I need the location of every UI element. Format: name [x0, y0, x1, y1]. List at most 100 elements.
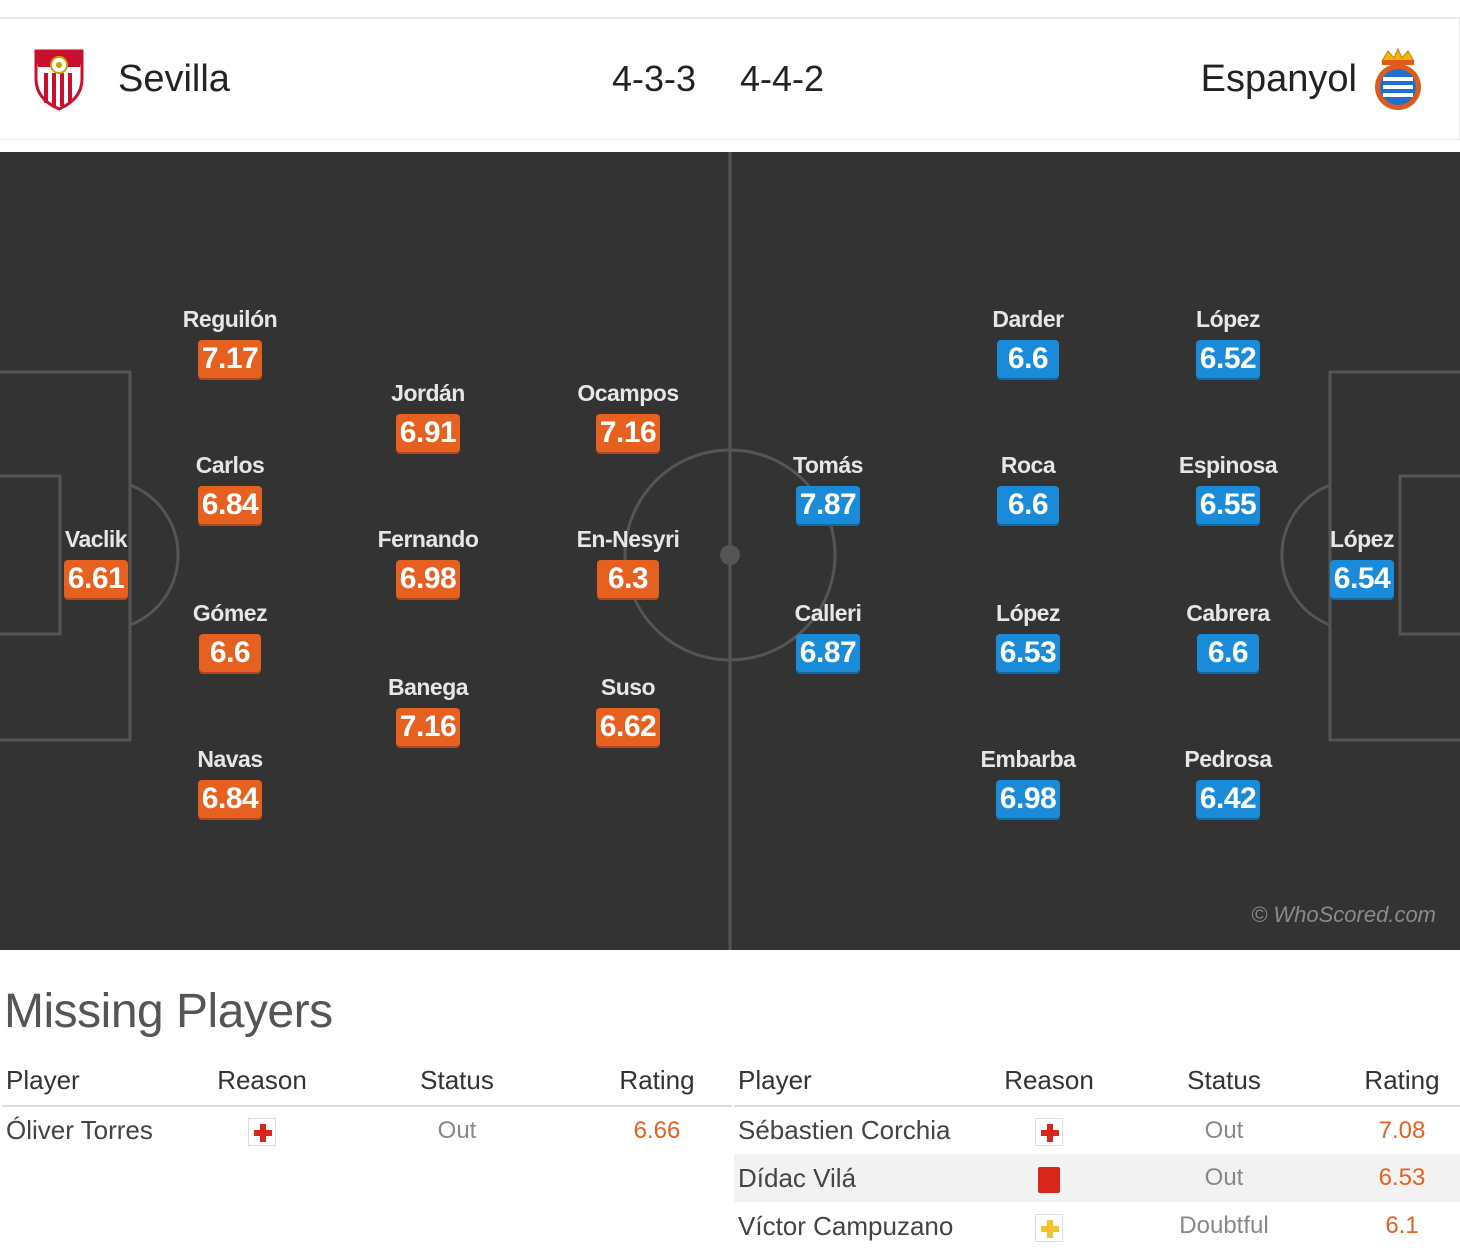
- away-player[interactable]: Roca 6.6: [948, 452, 1108, 524]
- away-player[interactable]: Espinosa 6.55: [1148, 452, 1308, 524]
- injury-icon: [1035, 1118, 1063, 1147]
- player-rating-badge: 6.42: [1195, 780, 1261, 818]
- watermark: © WhoScored.com: [1251, 902, 1436, 927]
- home-player[interactable]: Ocampos 7.16: [548, 380, 708, 452]
- home-player[interactable]: Jordán 6.91: [348, 380, 508, 452]
- player-rating-badge: 7.16: [395, 708, 461, 746]
- header-rating[interactable]: Rating: [582, 1056, 732, 1107]
- home-player[interactable]: En-Nesyri 6.3: [548, 526, 708, 598]
- player-rating-badge: 6.98: [995, 780, 1061, 818]
- away-player[interactable]: Darder 6.6: [948, 306, 1108, 378]
- injury-icon: [248, 1118, 276, 1147]
- table-row: Víctor Campuzano Doubtful 6.1: [734, 1202, 1460, 1250]
- player-rating: 6.1: [1385, 1212, 1419, 1239]
- home-player[interactable]: Banega 7.16: [348, 674, 508, 746]
- player-name[interactable]: Víctor Campuzano: [738, 1210, 954, 1241]
- home-player[interactable]: Navas 6.84: [150, 746, 310, 818]
- away-player[interactable]: Cabrera 6.6: [1148, 600, 1308, 672]
- lineup-header: Sevilla 4-3-3 4-4-2 Espanyol: [0, 18, 1460, 140]
- player-name: Reguilón: [182, 306, 278, 332]
- player-name[interactable]: Óliver Torres: [6, 1115, 153, 1145]
- player-rating-badge: 6.52: [1195, 340, 1261, 378]
- table-row: Sébastien Corchia Out 7.08: [734, 1106, 1460, 1154]
- home-player[interactable]: Reguilón 7.17: [150, 306, 310, 378]
- player-rating-badge: 6.91: [395, 414, 461, 452]
- table-row: Dídac Vilá Out 6.53: [734, 1154, 1460, 1202]
- player-status: Doubtful: [1179, 1212, 1269, 1239]
- player-name: Fernando: [377, 526, 479, 552]
- player-name: En-Nesyri: [576, 526, 680, 552]
- away-player[interactable]: Pedrosa 6.42: [1148, 746, 1308, 818]
- player-rating-badge: 6.61: [63, 560, 129, 598]
- player-name: Espinosa: [1178, 452, 1278, 478]
- player-name: Banega: [387, 674, 469, 700]
- player-rating-badge: 7.87: [795, 486, 861, 524]
- player-rating-badge: 6.87: [795, 634, 861, 672]
- player-rating-badge: 6.62: [595, 708, 661, 746]
- away-missing-table: Player Reason Status Rating Sébastien Co…: [734, 1056, 1460, 1250]
- doubtful-injury-icon: [1035, 1213, 1063, 1242]
- top-divider: [0, 0, 1460, 18]
- player-name: Pedrosa: [1184, 746, 1272, 772]
- player-status: Out: [437, 1116, 477, 1144]
- player-rating-badge: 6.3: [597, 560, 659, 598]
- player-rating-badge: 6.6: [199, 634, 261, 672]
- home-player[interactable]: Gómez 6.6: [150, 600, 310, 672]
- player-rating-badge: 6.54: [1329, 560, 1395, 598]
- table-header-row: Player Reason Status Rating: [2, 1056, 732, 1107]
- player-name: Jordán: [391, 380, 465, 406]
- home-missing-table: Player Reason Status Rating Óliver Torre…: [2, 1056, 732, 1154]
- header-player[interactable]: Player: [734, 1056, 994, 1107]
- player-name: Ocampos: [577, 380, 679, 406]
- header-reason[interactable]: Reason: [994, 1056, 1104, 1107]
- espanyol-crest-icon: [1375, 47, 1421, 110]
- player-rating-badge: 7.17: [197, 340, 263, 378]
- player-rating-badge: 6.6: [1197, 634, 1259, 672]
- player-name: Cabrera: [1186, 600, 1270, 626]
- pitch: Vaclik 6.61 Reguilón 7.17 Carlos 6.84 Gómez 6.6…: [0, 152, 1460, 950]
- player-rating-badge: 7.16: [595, 414, 661, 452]
- away-player[interactable]: Tomás 7.87: [748, 452, 908, 524]
- header-reason[interactable]: Reason: [192, 1056, 332, 1107]
- player-rating: 6.53: [1344, 1154, 1460, 1202]
- player-name: Vaclik: [64, 526, 128, 552]
- player-rating: 6.66: [633, 1116, 681, 1144]
- player-name: Roca: [1000, 452, 1056, 478]
- home-team-name[interactable]: Sevilla: [118, 58, 230, 100]
- player-name: Calleri: [794, 600, 862, 626]
- player-rating-badge: 6.6: [997, 486, 1059, 524]
- home-player[interactable]: Vaclik 6.61: [16, 526, 176, 598]
- player-rating-badge: 6.6: [997, 340, 1059, 378]
- home-player[interactable]: Fernando 6.98: [348, 526, 508, 598]
- away-team-name[interactable]: Espanyol: [1200, 58, 1357, 100]
- player-name: Tomás: [793, 452, 863, 478]
- player-name[interactable]: Dídac Vilá: [734, 1154, 994, 1202]
- player-rating: 7.08: [1378, 1116, 1426, 1144]
- player-name: López: [996, 600, 1060, 626]
- header-status[interactable]: Status: [332, 1056, 582, 1107]
- player-name[interactable]: Sébastien Corchia: [738, 1115, 951, 1145]
- player-name: Embarba: [980, 746, 1076, 772]
- home-player[interactable]: Suso 6.62: [548, 674, 708, 746]
- pitch-markings: [0, 152, 1460, 950]
- player-rating-badge: 6.84: [197, 486, 263, 524]
- sevilla-crest-icon: [34, 49, 84, 111]
- player-name: Gómez: [192, 600, 268, 626]
- away-player[interactable]: Embarba 6.98: [948, 746, 1108, 818]
- missing-players-title: Missing Players: [4, 985, 333, 1038]
- table-header-row: Player Reason Status Rating: [734, 1056, 1460, 1107]
- player-name: Suso: [600, 674, 656, 700]
- player-name: López: [1196, 306, 1260, 332]
- home-formation: 4-3-3: [612, 58, 697, 99]
- away-player[interactable]: López 6.54: [1282, 526, 1442, 598]
- away-player[interactable]: López 6.53: [948, 600, 1108, 672]
- header-rating[interactable]: Rating: [1344, 1056, 1460, 1107]
- away-player[interactable]: López 6.52: [1148, 306, 1308, 378]
- player-rating-badge: 6.84: [197, 780, 263, 818]
- red-card-icon: [1038, 1166, 1060, 1193]
- header-player[interactable]: Player: [2, 1056, 192, 1107]
- header-status[interactable]: Status: [1104, 1056, 1344, 1107]
- home-player[interactable]: Carlos 6.84: [150, 452, 310, 524]
- player-name: Carlos: [195, 452, 265, 478]
- away-player[interactable]: Calleri 6.87: [748, 600, 908, 672]
